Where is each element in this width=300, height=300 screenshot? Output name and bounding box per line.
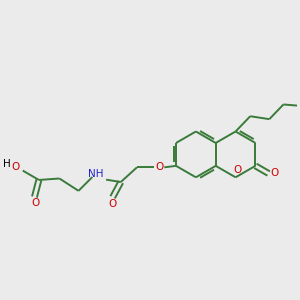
Text: O: O xyxy=(233,165,241,175)
Text: H: H xyxy=(3,159,10,169)
Text: O: O xyxy=(31,199,40,208)
Text: O: O xyxy=(270,169,279,178)
Text: O: O xyxy=(11,162,20,172)
Text: NH: NH xyxy=(88,169,104,179)
Text: O: O xyxy=(155,162,163,172)
Text: O: O xyxy=(109,199,117,209)
